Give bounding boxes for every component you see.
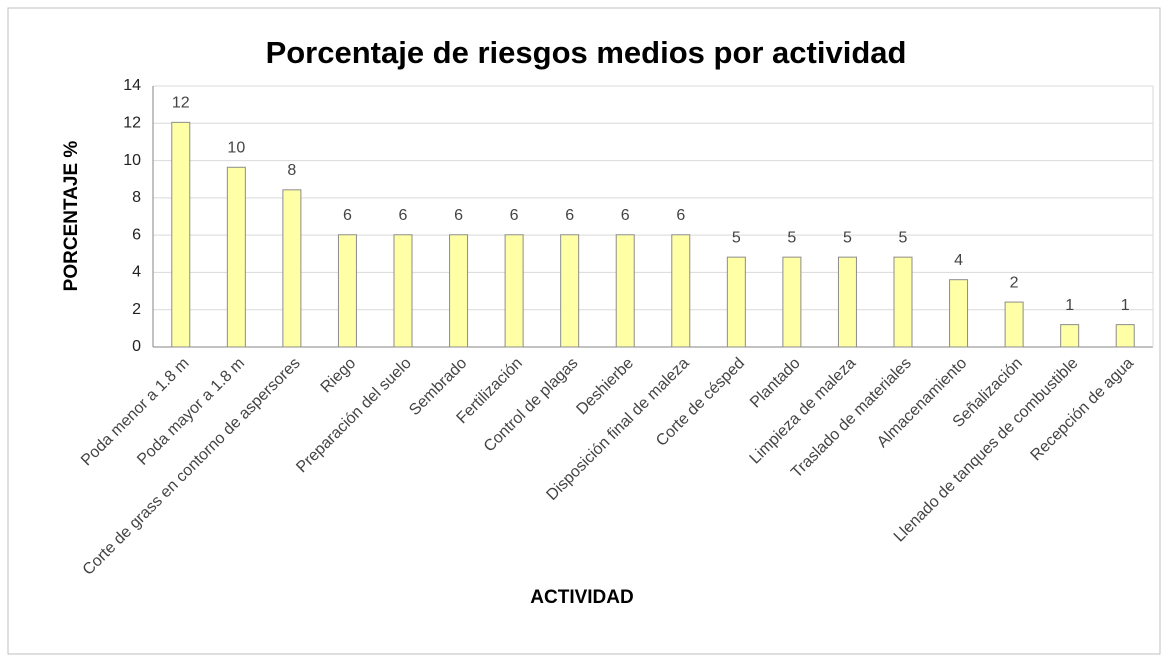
bar bbox=[615, 234, 635, 348]
bar bbox=[226, 166, 246, 348]
y-tick-label: 2 bbox=[132, 301, 141, 318]
y-tick-label: 12 bbox=[123, 115, 141, 132]
bar bbox=[282, 189, 302, 348]
bar bbox=[1060, 324, 1080, 348]
bar bbox=[449, 234, 469, 348]
y-tick-label: 8 bbox=[132, 189, 141, 206]
value-label: 8 bbox=[287, 162, 296, 179]
value-label: 2 bbox=[1010, 274, 1019, 291]
value-label: 6 bbox=[676, 207, 685, 224]
y-tick-label: 10 bbox=[123, 152, 141, 169]
value-label: 6 bbox=[510, 207, 519, 224]
value-label: 6 bbox=[454, 207, 463, 224]
bar bbox=[560, 234, 580, 348]
y-tick-label: 4 bbox=[132, 264, 141, 281]
value-label: 12 bbox=[172, 95, 190, 112]
value-label: 4 bbox=[954, 252, 963, 269]
bar bbox=[949, 279, 969, 348]
bar bbox=[337, 234, 357, 348]
value-label: 6 bbox=[565, 207, 574, 224]
y-tick-label: 14 bbox=[123, 77, 141, 94]
bar bbox=[1115, 324, 1135, 348]
chart-title: Porcentaje de riesgos medios por activid… bbox=[266, 35, 907, 70]
value-label: 10 bbox=[227, 140, 245, 157]
x-axis-label: ACTIVIDAD bbox=[530, 587, 633, 608]
value-label: 5 bbox=[899, 229, 908, 246]
bar bbox=[504, 234, 524, 348]
value-label: 1 bbox=[1121, 297, 1130, 314]
value-label: 6 bbox=[399, 207, 408, 224]
y-tick-label: 6 bbox=[132, 226, 141, 243]
bar bbox=[782, 256, 802, 348]
bar bbox=[171, 121, 191, 348]
y-tick-label: 0 bbox=[132, 338, 141, 355]
bar bbox=[893, 256, 913, 348]
value-label: 6 bbox=[621, 207, 630, 224]
value-label: 5 bbox=[787, 229, 796, 246]
bar bbox=[1004, 301, 1024, 348]
value-label: 5 bbox=[843, 229, 852, 246]
y-axis-label: PORCENTAJE % bbox=[61, 141, 82, 292]
value-label: 5 bbox=[732, 229, 741, 246]
value-label: 6 bbox=[343, 207, 352, 224]
value-label: 1 bbox=[1065, 297, 1074, 314]
bar bbox=[393, 234, 413, 348]
bar bbox=[726, 256, 746, 348]
bar bbox=[837, 256, 857, 348]
bar bbox=[671, 234, 691, 348]
